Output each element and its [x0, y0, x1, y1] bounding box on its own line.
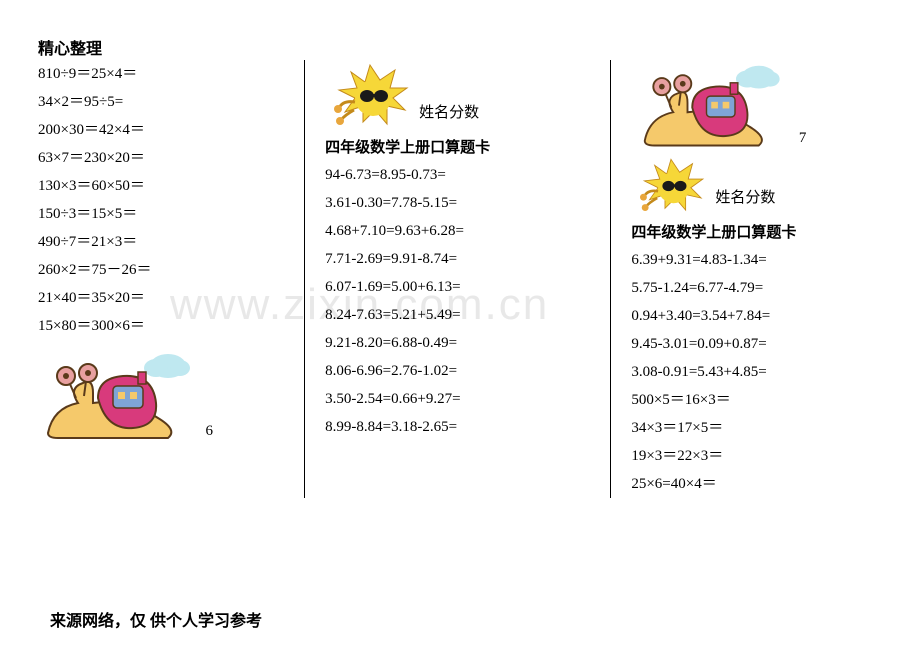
- equation: 500×5＝16×3＝: [631, 386, 888, 414]
- equation: 260×2＝75－26＝: [38, 256, 304, 284]
- equation: 15×80＝300×6＝: [38, 312, 304, 340]
- equation: 3.61-0.30=7.78-5.15=: [325, 189, 610, 217]
- snail-icon: [38, 348, 208, 448]
- equation: 200×30＝42×4＝: [38, 116, 304, 144]
- sun-icon: [325, 60, 415, 132]
- page-header: 精心整理: [38, 35, 102, 59]
- equation: 4.68+7.10=9.63+6.28=: [325, 217, 610, 245]
- equation: 94-6.73=8.95-0.73=: [325, 161, 610, 189]
- content-columns: 810÷9＝25×4＝ 34×2＝95÷5= 200×30＝42×4＝ 63×7…: [38, 60, 888, 498]
- worksheet-title: 四年级数学上册口算题卡: [631, 221, 888, 242]
- equation: 3.08-0.91=5.43+4.85=: [631, 358, 888, 386]
- snail-decoration: 6: [38, 348, 208, 448]
- column-2: 姓名分数 四年级数学上册口算题卡 94-6.73=8.95-0.73= 3.61…: [304, 60, 610, 498]
- equation: 5.75-1.24=6.77-4.79=: [631, 274, 888, 302]
- equation: 3.50-2.54=0.66+9.27=: [325, 385, 610, 413]
- equation: 25×6=40×4＝: [631, 470, 888, 498]
- equation: 6.07-1.69=5.00+6.13=: [325, 273, 610, 301]
- equation: 34×2＝95÷5=: [38, 88, 304, 116]
- equation: 34×3＝17×5＝: [631, 414, 888, 442]
- equation: 9.21-8.20=6.88-0.49=: [325, 329, 610, 357]
- equation: 8.99-8.84=3.18-2.65=: [325, 413, 610, 441]
- equation: 8.24-7.63=5.21+5.49=: [325, 301, 610, 329]
- sun-decoration: 姓名分数: [631, 155, 888, 217]
- equation: 810÷9＝25×4＝: [38, 60, 304, 88]
- equation: 8.06-6.96=2.76-1.02=: [325, 357, 610, 385]
- equation: 490÷7＝21×3＝: [38, 228, 304, 256]
- equation: 6.39+9.31=4.83-1.34=: [631, 246, 888, 274]
- page-footer: 来源网络，仅 供个人学习参考: [50, 607, 262, 631]
- column-1: 810÷9＝25×4＝ 34×2＝95÷5= 200×30＝42×4＝ 63×7…: [38, 60, 304, 498]
- equation: 9.45-3.01=0.09+0.87=: [631, 330, 888, 358]
- equation: 19×3＝22×3＝: [631, 442, 888, 470]
- worksheet-title: 四年级数学上册口算题卡: [325, 136, 610, 157]
- page-number: 7: [799, 130, 807, 147]
- equation: 150÷3＝15×5＝: [38, 200, 304, 228]
- name-score-label: 姓名分数: [715, 186, 775, 217]
- equation: 7.71-2.69=9.91-8.74=: [325, 245, 610, 273]
- equation: 0.94+3.40=3.54+7.84=: [631, 302, 888, 330]
- equation: 130×3＝60×50＝: [38, 172, 304, 200]
- sun-decoration: 姓名分数: [325, 60, 610, 132]
- equation: 63×7＝230×20＝: [38, 144, 304, 172]
- page-number: 6: [206, 423, 214, 440]
- snail-decoration: 7: [631, 60, 801, 155]
- name-score-label: 姓名分数: [419, 101, 479, 132]
- column-3: 7 姓名分数 四年级数学上册口算题卡 6.39+9.31=4.83-1.34= …: [610, 60, 888, 498]
- sun-icon: [631, 155, 711, 217]
- snail-icon: [631, 60, 801, 155]
- equation: 21×40＝35×20＝: [38, 284, 304, 312]
